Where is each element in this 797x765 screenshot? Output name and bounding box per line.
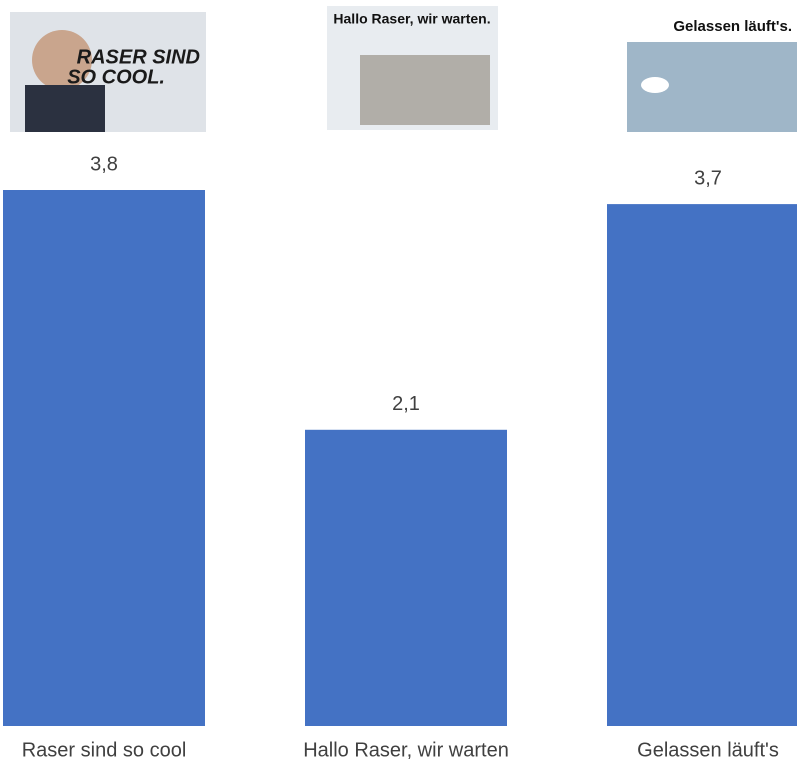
poster-header [627,12,797,42]
poster-text: Gelassen läuft's. [673,18,792,35]
bar [3,190,205,726]
posters [10,6,797,132]
x-tick-label: Hallo Raser, wir warten [303,739,509,761]
value-label: 3,7 [694,167,722,189]
value-label: 3,8 [90,153,118,175]
poster-text: SO COOL. [67,66,165,88]
poster-figure [360,55,490,125]
poster-figure [25,85,105,132]
poster-text: Hallo Raser, wir warten. [333,11,490,27]
x-tick-label: Gelassen läuft's [637,739,779,761]
bar [305,429,507,726]
poster-figure [641,77,669,93]
bar [607,204,797,726]
value-label: 2,1 [392,393,420,415]
poster-text: RASER SIND [77,46,200,68]
x-tick-label: Raser sind so cool [22,739,187,761]
poster-figure [32,30,92,90]
